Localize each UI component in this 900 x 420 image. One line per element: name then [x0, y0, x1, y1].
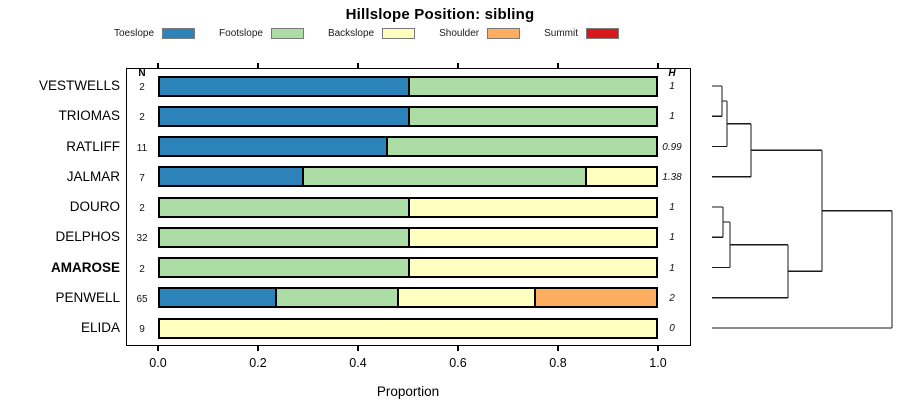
x-tick-bottom [257, 346, 259, 351]
n-value: 7 [139, 172, 145, 184]
legend-label: Backslope [327, 27, 375, 39]
n-value: 2 [139, 82, 145, 93]
x-tick-top [657, 63, 659, 68]
n-value: 2 [139, 203, 145, 214]
bar-segment-footslope [408, 77, 656, 95]
n-value: 2 [139, 263, 145, 275]
n-value: 9 [139, 324, 145, 335]
bar-segment-toeslope [160, 77, 408, 95]
plot-box [126, 68, 691, 346]
x-tick-bottom [157, 346, 159, 351]
bar-segment-toeslope [160, 107, 408, 125]
x-tick-label: 1.0 [649, 356, 667, 370]
legend-swatch-summit [586, 27, 620, 39]
x-tick-top [157, 63, 159, 68]
x-tick-top [357, 63, 359, 68]
bar-segment-shoulder [533, 289, 656, 307]
legend-swatch-shoulder [487, 27, 521, 39]
x-tick-label: 0.2 [249, 356, 267, 370]
h-value: 1.38 [662, 171, 682, 183]
bar-segment-backslope [160, 319, 656, 337]
bar-segment-footslope [385, 138, 656, 155]
legend-item-summit: Summit [544, 27, 620, 39]
stacked-bar-elida [158, 317, 658, 339]
h-value: 1 [669, 81, 675, 92]
legend-swatch-footslope [270, 27, 304, 39]
h-value: 2 [669, 292, 675, 304]
bar-segment-backslope [585, 168, 656, 186]
row-label-vestwells: VESTWELLS [38, 78, 120, 93]
x-tick-bottom [457, 346, 459, 351]
x-tick-top [557, 63, 559, 68]
chart-title: Hillslope Position: sibling [345, 6, 535, 23]
x-tick-top [457, 63, 459, 68]
bar-segment-backslope [408, 259, 656, 276]
row-label-ratliff: RATLIFF [66, 138, 120, 154]
bar-segment-footslope [160, 228, 408, 246]
h-value: 0.99 [662, 141, 682, 153]
stacked-bar-delphos [158, 226, 658, 248]
n-column-header: N [138, 68, 146, 79]
bar-segment-toeslope [160, 138, 386, 155]
bar-segment-footslope [408, 107, 656, 125]
bar-segment-backslope [408, 228, 656, 246]
row-label-triomas: TRIOMAS [58, 108, 120, 124]
x-tick-label: 0.0 [149, 356, 167, 370]
h-value: 1 [669, 232, 675, 244]
row-label-delphos: DELPHOS [55, 229, 120, 245]
x-tick-bottom [657, 346, 659, 351]
stacked-bar-penwell [158, 287, 658, 309]
stacked-bar-douro [158, 196, 658, 218]
legend-swatch-backslope [382, 27, 416, 39]
n-value: 32 [136, 233, 148, 245]
n-value: 11 [136, 142, 148, 154]
stacked-bar-jalmar [158, 166, 658, 188]
bar-segment-footslope [160, 198, 408, 216]
legend-item-footslope: Footslope [219, 27, 304, 39]
legend-label: Shoulder [439, 27, 480, 39]
bar-segment-backslope [408, 198, 656, 216]
legend-item-backslope: Backslope [327, 27, 416, 39]
h-value: 1 [669, 202, 675, 213]
h-value: 1 [669, 262, 675, 274]
x-tick-bottom [557, 346, 559, 351]
row-label-penwell: PENWELL [55, 289, 120, 305]
legend: Toeslope Footslope Backslope Shoulder Summit [114, 25, 620, 41]
row-label-amarose: AMAROSE [50, 259, 120, 275]
h-column-header: H [668, 68, 676, 79]
stacked-bar-triomas [158, 105, 658, 127]
row-label-douro: DOURO [69, 199, 120, 214]
stacked-bar-vestwells [158, 75, 658, 97]
legend-label: Footslope [219, 27, 263, 39]
stacked-bar-ratliff [158, 136, 658, 157]
stacked-bar-amarose [158, 257, 658, 278]
h-value: 0 [669, 323, 675, 334]
x-tick-label: 0.6 [449, 356, 467, 370]
x-axis-label: Proportion [376, 384, 440, 399]
bar-segment-toeslope [160, 289, 275, 307]
row-label-elida: ELIDA [80, 320, 120, 335]
legend-item-shoulder: Shoulder [439, 27, 521, 39]
bar-segment-footslope [274, 289, 397, 307]
bar-segment-footslope [160, 259, 408, 276]
bar-segment-toeslope [160, 168, 302, 186]
legend-item-toeslope: Toeslope [114, 27, 196, 39]
h-value: 1 [669, 111, 675, 123]
x-tick-label: 0.8 [549, 356, 567, 370]
row-label-jalmar: JALMAR [66, 168, 120, 184]
legend-label: Summit [544, 27, 579, 39]
x-tick-top [257, 63, 259, 68]
bar-segment-backslope [396, 289, 534, 307]
legend-swatch-toeslope [162, 27, 196, 39]
bar-segment-footslope [301, 168, 586, 186]
n-value: 65 [136, 293, 148, 305]
n-value: 2 [139, 112, 145, 124]
legend-label: Toeslope [114, 27, 155, 39]
x-tick-bottom [357, 346, 359, 351]
x-tick-label: 0.4 [349, 356, 367, 370]
